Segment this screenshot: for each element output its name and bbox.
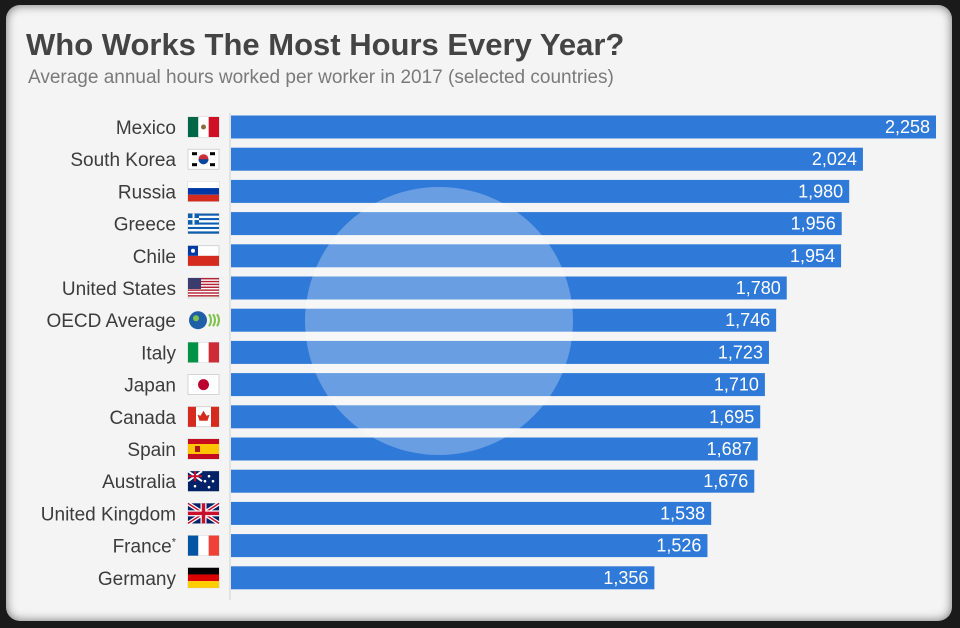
bar-value-label: 1,723 (718, 342, 763, 362)
bar (231, 373, 765, 397)
oecd-logo (189, 311, 220, 330)
bar (231, 115, 936, 139)
bar-value-label: 1,695 (709, 407, 754, 427)
chart-subtitle: Average annual hours worked per worker i… (28, 67, 614, 88)
japan-flag (187, 374, 220, 395)
category-label: Greece (114, 215, 176, 236)
category-label: Japan (124, 376, 176, 397)
south-korea-flag (187, 148, 220, 170)
chile-flag (187, 245, 220, 267)
bar-value-label: 1,356 (603, 568, 648, 588)
chart-title: Who Works The Most Hours Every Year? (26, 27, 625, 62)
russia-flag (187, 181, 220, 202)
category-label: Canada (109, 408, 176, 429)
category-label: Mexico (116, 118, 176, 139)
mexico-flag (187, 116, 220, 138)
bar-value-label: 1,687 (707, 439, 752, 459)
bar-value-label: 1,538 (660, 503, 705, 523)
category-label: Germany (98, 569, 177, 590)
bar (231, 566, 655, 590)
category-label: South Korea (70, 150, 176, 171)
category-label: Australia (102, 472, 176, 493)
bar (231, 147, 863, 171)
category-label: United States (62, 279, 176, 300)
greece-flag (187, 213, 220, 234)
bar (231, 179, 850, 203)
bar (231, 534, 708, 558)
united-states-flag (187, 277, 220, 299)
bar (231, 501, 712, 525)
bars-group: 2,258 2,024 1,980 1,956 1,954 1,780 1,746 1,723… (231, 115, 936, 590)
bar-value-label: 2,258 (885, 117, 930, 137)
category-label: France* (113, 537, 177, 558)
category-label: Chile (133, 247, 176, 268)
bar-value-label: 1,526 (656, 536, 701, 556)
clock-icon (305, 187, 573, 455)
bar (231, 244, 842, 268)
bar-value-label: 1,954 (790, 246, 835, 266)
category-label: OECD Average (46, 311, 176, 332)
bar-value-label: 1,746 (725, 310, 770, 330)
italy-flag (187, 342, 220, 363)
category-label: United Kingdom (41, 504, 176, 525)
bar (231, 437, 758, 461)
bar-value-label: 1,710 (714, 375, 759, 395)
bar (231, 276, 787, 300)
united-kingdom-flag (186, 501, 221, 526)
canada-flag (187, 406, 220, 428)
category-label: Russia (118, 182, 177, 203)
bar-value-label: 1,956 (791, 214, 836, 234)
category-label: Spain (127, 440, 176, 461)
bar-value-label: 1,780 (736, 278, 781, 298)
bar (231, 340, 769, 364)
bar (231, 405, 761, 429)
chart-frame: Who Works The Most Hours Every Year? Ave… (6, 5, 952, 621)
germany-flag (187, 567, 220, 589)
bar-value-label: 1,676 (703, 471, 748, 491)
bar (231, 308, 777, 332)
france-flag (187, 535, 220, 556)
bar-chart: 2,258 2,024 1,980 1,956 1,954 1,780 1,746 1,723… (41, 113, 936, 600)
bar (231, 469, 755, 493)
spain-flag (187, 438, 220, 460)
bar (231, 212, 842, 236)
category-label: Italy (141, 343, 176, 364)
bar-value-label: 2,024 (812, 149, 857, 169)
australia-flag (187, 470, 220, 492)
bar-value-label: 1,980 (798, 181, 843, 201)
